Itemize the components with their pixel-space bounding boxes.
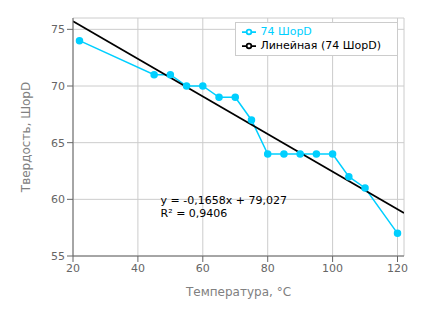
svg-text:Твердость, ШорD: Твердость, ШорD: [19, 82, 33, 193]
svg-text:75: 75: [51, 23, 65, 36]
svg-text:65: 65: [51, 137, 65, 150]
svg-text:70: 70: [51, 80, 65, 93]
svg-text:Температура, °C: Температура, °C: [185, 285, 291, 299]
svg-text:120: 120: [387, 262, 408, 275]
svg-text:y = -0,1658x + 79,027R² = 0,94: y = -0,1658x + 79,027R² = 0,9406: [161, 194, 287, 220]
svg-text:80: 80: [261, 262, 275, 275]
html-text:74 ШорD: 74 ШорD: [260, 25, 312, 38]
html-text:Линейная (74 ШорD): Линейная (74 ШорD): [260, 39, 381, 52]
svg-text:100: 100: [322, 262, 343, 275]
svg-text:60: 60: [196, 262, 210, 275]
svg-text:20: 20: [66, 262, 80, 275]
svg-text:55: 55: [51, 250, 65, 263]
svg-text:60: 60: [51, 193, 65, 206]
svg-text:40: 40: [131, 262, 145, 275]
